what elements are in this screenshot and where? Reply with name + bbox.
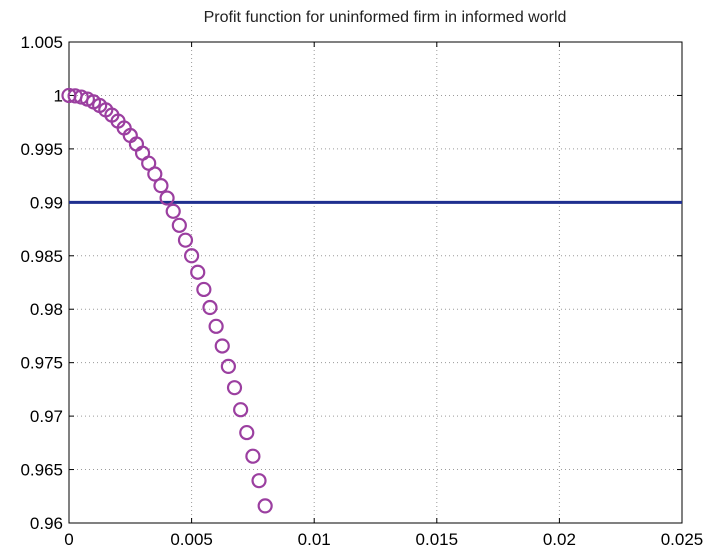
x-tick-label: 0.015 [416, 530, 459, 549]
data-point [239, 424, 255, 441]
y-tick-label: 0.97 [30, 407, 63, 426]
y-tick-label: 0.985 [20, 247, 63, 266]
data-point [208, 318, 224, 334]
plot-border [68, 41, 683, 524]
data-point [184, 248, 200, 264]
y-tick-label: 1.005 [20, 33, 63, 52]
x-tick-label: 0.02 [543, 530, 576, 549]
profit-points [61, 87, 273, 514]
ticks: 0 0.005 0.01 0.015 0.02 0.025 0.96 0.965 0.97 0.9… [20, 33, 703, 549]
x-tick-label: 0.025 [661, 530, 704, 549]
y-tick-label: 0.965 [20, 461, 63, 480]
y-tick-label: 0.96 [30, 514, 63, 533]
data-point [171, 217, 187, 233]
data-point [153, 178, 169, 194]
data-point [226, 380, 243, 396]
y-tick-label: 1 [54, 86, 63, 105]
data-point [214, 338, 230, 354]
x-tick-label: 0 [64, 530, 73, 549]
data-point [196, 281, 212, 298]
data-point [165, 203, 181, 219]
chart-title: Profit function for uninformed firm in i… [204, 9, 567, 26]
data-point [220, 358, 236, 375]
grid [69, 42, 682, 523]
data-point [257, 498, 273, 514]
data-point [190, 264, 206, 280]
x-tick-label: 0.01 [298, 530, 331, 549]
axes [68, 41, 683, 524]
y-tick-label: 0.995 [20, 140, 63, 159]
data-point [202, 299, 218, 316]
data-point [159, 190, 175, 206]
y-tick-label: 0.99 [30, 193, 63, 212]
data-point [245, 448, 261, 464]
data-point [177, 232, 194, 248]
y-tick-label: 0.98 [30, 300, 63, 319]
y-tick-label: 0.975 [20, 354, 63, 373]
data-point [147, 166, 163, 182]
x-tick-label: 0.005 [170, 530, 213, 549]
data-point [251, 473, 267, 489]
data-point [233, 402, 249, 418]
